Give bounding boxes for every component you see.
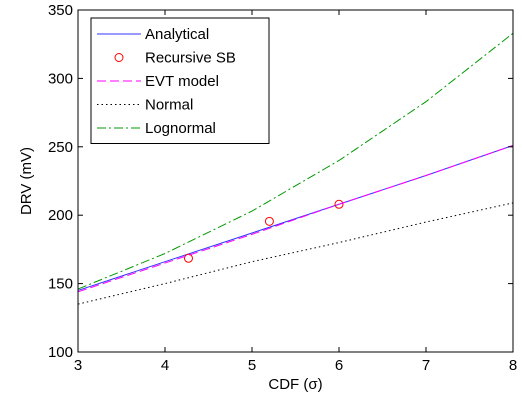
- plot-area-frame: [77, 9, 514, 353]
- axis-ticks: 3 4 5 6 7 8 100 150 200 250 300 350: [48, 2, 517, 374]
- legend-item-lognormal: Lognormal: [97, 120, 216, 137]
- y-tick-label: 100: [48, 344, 73, 361]
- y-axis-label: DRV (mV): [18, 147, 35, 215]
- legend-item-normal: Normal: [97, 97, 193, 114]
- series-line-lognormal: [77, 32, 514, 290]
- y-tick-label: 150: [48, 276, 73, 293]
- x-tick-label: 7: [422, 357, 430, 374]
- legend-item-evt-model: EVT model: [97, 73, 219, 90]
- data-point-recursive-sb: [334, 199, 344, 209]
- data-point-recursive-sb: [264, 216, 274, 226]
- legend-box: [90, 17, 270, 144]
- series-line-normal: [77, 202, 514, 305]
- x-axis-label: CDF (σ): [268, 376, 322, 393]
- x-tick-label: 5: [248, 357, 256, 374]
- data-point-recursive-sb: [183, 253, 193, 263]
- x-tick-label: 3: [74, 357, 82, 374]
- legend: Analytical Recursive SB EVT model Normal Log…: [90, 17, 270, 144]
- x-tick-label: 4: [161, 357, 169, 374]
- x-tick-label: 6: [335, 357, 343, 374]
- legend-label: Lognormal: [145, 120, 216, 137]
- series-line-analytical: [77, 144, 514, 291]
- legend-item-analytical: Analytical: [97, 26, 209, 43]
- legend-label: Recursive SB: [145, 50, 236, 67]
- legend-label: Analytical: [145, 26, 209, 43]
- y-tick-label: 250: [48, 139, 73, 156]
- series-layer: [77, 32, 514, 305]
- y-tick-label: 200: [48, 207, 73, 224]
- x-tick-label: 8: [509, 357, 517, 374]
- legend-item-recursive-sb: Recursive SB: [114, 50, 236, 67]
- y-tick-label: 300: [48, 70, 73, 87]
- legend-swatch: [114, 53, 124, 62]
- legend-label: Normal: [145, 97, 193, 114]
- y-tick-label: 350: [48, 2, 73, 19]
- legend-label: EVT model: [145, 73, 219, 90]
- series-line-evt-model: [77, 144, 514, 293]
